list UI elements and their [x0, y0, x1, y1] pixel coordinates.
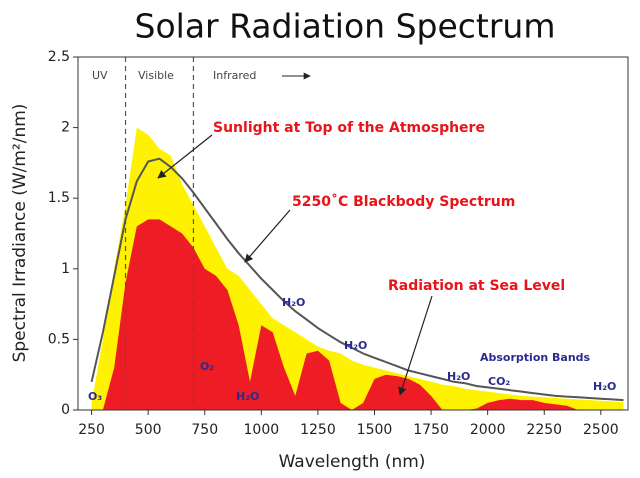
x-tick-label: 750 [191, 422, 218, 438]
annotation: Sunlight at Top of the Atmosphere [213, 120, 485, 136]
y-tick-label: 2 [61, 120, 70, 136]
absorption-label: O₂ [200, 360, 214, 373]
annotation: Radiation at Sea Level [388, 278, 565, 294]
x-tick-label: 2250 [526, 422, 562, 438]
x-tick-label: 500 [135, 422, 162, 438]
y-axis-label: Spectral Irradiance (W/m²/nm) [10, 104, 30, 363]
absorption-label: H₂O [344, 339, 367, 352]
plot-border [77, 56, 629, 411]
annotation: 5250˚C Blackbody Spectrum [292, 193, 515, 210]
x-tick-label: 1250 [300, 422, 336, 438]
x-axis-label: Wavelength (nm) [279, 452, 426, 472]
region-label: Visible [138, 69, 174, 82]
y-tick-label: 0 [61, 402, 70, 418]
x-tick-label: 1000 [244, 422, 280, 438]
y-tick-label: 1 [61, 261, 70, 277]
absorption-label: H₂O [447, 370, 470, 383]
annotation: Absorption Bands [480, 351, 591, 364]
absorption-label: H₂O [282, 296, 305, 309]
y-tick-label: 2.5 [48, 49, 70, 65]
arrow [398, 295, 433, 396]
region-label: Infrared [213, 69, 256, 82]
x-tick-label: 2000 [470, 422, 506, 438]
arrow [157, 134, 213, 179]
x-tick-label: 1500 [357, 422, 393, 438]
plot-area [77, 56, 629, 411]
absorption-label: H₂O [236, 390, 259, 403]
x-tick-label: 1750 [413, 422, 449, 438]
absorption-label: CO₂ [488, 375, 510, 388]
y-tick-label: 0.5 [48, 331, 70, 347]
absorption-label: O₃ [88, 390, 102, 403]
region-label: UV [92, 69, 108, 82]
x-tick-label: 2500 [583, 422, 619, 438]
arrow [244, 209, 291, 263]
x-tick-label: 250 [78, 422, 105, 438]
absorption-label: H₂O [593, 380, 616, 393]
y-tick-label: 1.5 [48, 190, 70, 206]
area [91, 219, 624, 410]
chart-title: Solar Radiation Spectrum [135, 7, 556, 46]
line [90, 157, 624, 402]
